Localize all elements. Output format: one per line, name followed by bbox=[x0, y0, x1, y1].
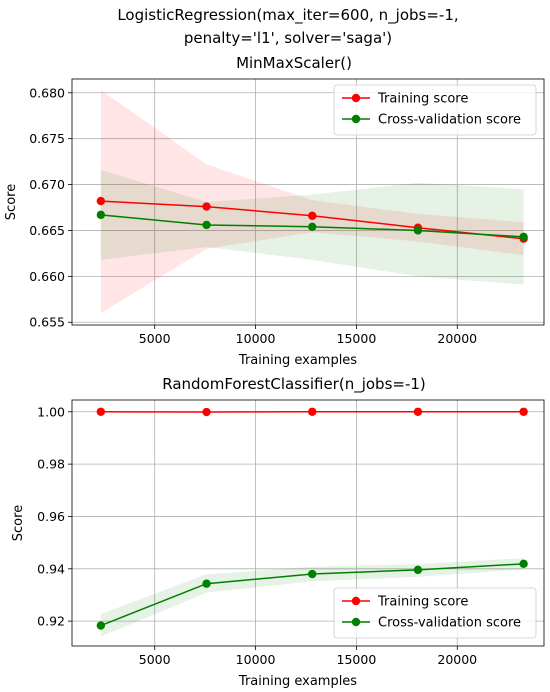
data-point bbox=[96, 407, 106, 416]
logistic-regression-learning-curve-chart: LogisticRegression(max_iter=600, n_jobs=… bbox=[4, 6, 545, 368]
series-confidence-band bbox=[100, 90, 524, 314]
x-axis-label: Training examples bbox=[238, 674, 357, 689]
series-confidence-band bbox=[100, 558, 524, 637]
legend-box bbox=[333, 84, 537, 136]
data-point bbox=[308, 222, 317, 231]
x-tick-label: 15000 bbox=[337, 652, 377, 667]
y-tick-label: 0.660 bbox=[29, 269, 65, 284]
data-point bbox=[413, 565, 423, 575]
x-tick-label: 20000 bbox=[437, 652, 477, 667]
legend-entry-label: Training score bbox=[377, 595, 468, 610]
data-point bbox=[308, 211, 317, 220]
y-tick-label: 0.655 bbox=[29, 315, 65, 330]
y-tick-label: 1.00 bbox=[37, 404, 65, 419]
y-tick-label: 0.675 bbox=[29, 131, 65, 146]
data-point bbox=[96, 621, 106, 630]
data-point bbox=[96, 210, 106, 220]
plot-frame bbox=[71, 78, 545, 326]
legend-entry-label: Cross-validation score bbox=[378, 113, 521, 128]
legend-marker-swatch bbox=[351, 114, 361, 124]
data-point bbox=[519, 559, 528, 569]
y-tick-label: 0.96 bbox=[37, 509, 65, 524]
data-point bbox=[308, 407, 317, 416]
y-tick-label: 0.94 bbox=[37, 561, 65, 576]
x-tick-label: 5000 bbox=[139, 331, 171, 346]
chart-title-line: MinMaxScaler() bbox=[236, 54, 352, 72]
legend-box bbox=[333, 587, 537, 639]
legend-marker-swatch bbox=[351, 596, 361, 606]
data-point bbox=[413, 226, 423, 235]
legend-entry-label: Training score bbox=[377, 92, 468, 107]
y-tick-label: 0.680 bbox=[29, 85, 65, 100]
x-tick-label: 15000 bbox=[337, 331, 377, 346]
data-point bbox=[202, 579, 211, 588]
y-axis-label: Score bbox=[11, 505, 26, 541]
x-tick-label: 5000 bbox=[139, 652, 171, 667]
y-tick-label: 0.665 bbox=[29, 223, 65, 238]
data-point bbox=[96, 196, 106, 206]
legend-marker-swatch bbox=[351, 617, 361, 627]
legend-entry-label: Cross-validation score bbox=[378, 616, 521, 631]
data-point bbox=[202, 202, 211, 211]
chart-title-line: penalty='l1', solver='saga') bbox=[184, 29, 392, 47]
data-point bbox=[202, 407, 211, 417]
random-forest-learning-curve-chart: RandomForestClassifier(n_jobs=-1) 5000 100… bbox=[11, 375, 545, 689]
chart-title-line: RandomForestClassifier(n_jobs=-1) bbox=[162, 375, 426, 394]
y-axis-label: Score bbox=[4, 184, 19, 220]
x-tick-label: 20000 bbox=[437, 331, 477, 346]
x-tick-label: 10000 bbox=[236, 331, 276, 346]
x-axis-label: Training examples bbox=[238, 353, 357, 368]
y-tick-label: 0.670 bbox=[29, 177, 65, 192]
data-point bbox=[519, 232, 528, 242]
y-tick-label: 0.98 bbox=[37, 457, 65, 472]
data-point bbox=[413, 407, 423, 416]
legend-marker-swatch bbox=[351, 93, 361, 103]
plot-frame bbox=[71, 399, 545, 647]
chart-title-line: LogisticRegression(max_iter=600, n_jobs=… bbox=[117, 6, 458, 25]
data-point bbox=[519, 407, 528, 416]
x-tick-label: 10000 bbox=[236, 652, 276, 667]
data-point bbox=[202, 220, 211, 230]
data-point bbox=[308, 569, 317, 579]
y-tick-label: 0.92 bbox=[37, 614, 65, 629]
